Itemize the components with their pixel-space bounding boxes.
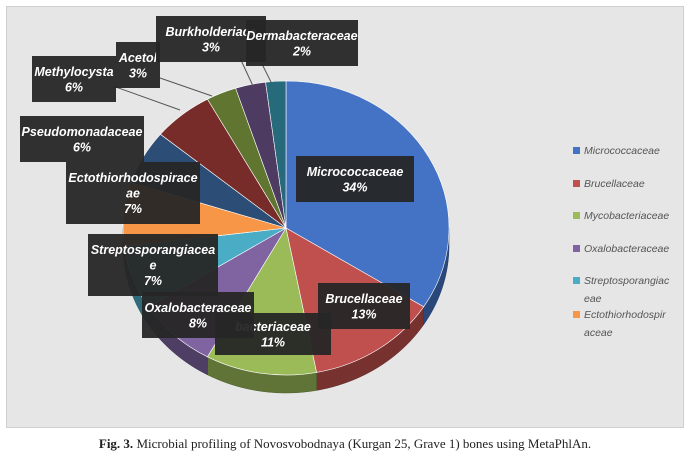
legend-label-brucellaceae: Brucellaceae xyxy=(584,178,645,190)
legend-label-ectothiorhodospiraceae: aceae xyxy=(584,327,613,339)
data-label-value-acetobacteraceae: 3% xyxy=(129,66,147,80)
data-label-value-methylocystaceae: 6% xyxy=(65,80,83,94)
data-label-value-burkholderiaceae: 3% xyxy=(202,40,220,54)
data-label-name-pseudomonadaceae: Pseudomonadaceae xyxy=(22,125,143,139)
data-label-box-brucellaceae xyxy=(318,283,410,329)
data-label-name-mycobacteriaceae: bacteriaceae xyxy=(235,320,311,334)
leader-line-acetobacteraceae xyxy=(159,77,213,97)
data-label-value-micrococcaceae: 34% xyxy=(342,180,367,194)
data-label-name-methylocystaceae: Methylocysta xyxy=(34,65,113,79)
data-label-name-brucellaceae: Brucellaceae xyxy=(325,292,402,306)
leader-line-dermabacteraceae xyxy=(261,63,273,85)
data-label-box-methylocystaceae xyxy=(32,56,116,102)
data-label-name-streptosporangiaceae: e xyxy=(150,259,157,273)
legend-label-mycobacteriaceae: Mycobacteriaceae xyxy=(584,210,669,222)
legend-label-micrococcaceae: Micrococcaceae xyxy=(584,145,660,157)
pie-slice-dermabacteraceae xyxy=(265,80,287,229)
legend-swatch-streptosporangiaceae xyxy=(573,277,580,284)
leader-line-methylocystaceae xyxy=(112,85,181,111)
data-label-box-acetobacteraceae xyxy=(116,42,160,88)
data-label-name-acetobacteraceae: Acetol xyxy=(118,51,158,65)
data-label-box-streptosporangiaceae xyxy=(88,234,218,296)
caption-label: Fig. 3. xyxy=(98,436,134,451)
legend-swatch-brucellaceae xyxy=(573,180,580,187)
legend-swatch-mycobacteriaceae xyxy=(573,212,580,219)
data-label-name-burkholderiaceae: Burkholderiace xyxy=(165,25,256,39)
data-label-value-ectothiorhodospiraceae: 7% xyxy=(124,202,142,216)
legend-label-oxalobacteraceae: Oxalobacteraceae xyxy=(584,243,669,255)
data-label-value-pseudomonadaceae: 6% xyxy=(73,140,91,154)
pie-chart: Micrococcaceae34%Brucellaceae13%bacteria… xyxy=(20,16,670,394)
data-label-value-dermabacteraceae: 2% xyxy=(292,44,311,58)
data-label-name-ectothiorhodospiraceae: ae xyxy=(126,187,140,201)
data-label-box-oxalobacteraceae xyxy=(142,292,254,338)
data-label-value-oxalobacteraceae: 8% xyxy=(189,316,207,330)
data-label-name-micrococcaceae: Micrococcaceae xyxy=(307,165,404,179)
data-label-name-oxalobacteraceae: Oxalobacteraceae xyxy=(144,301,251,315)
figure-caption: Fig. 3. Microbial profiling of Novosvobo… xyxy=(0,436,690,452)
legend-label-ectothiorhodospiraceae: Ectothiorhodospir xyxy=(584,309,666,321)
data-label-box-micrococcaceae xyxy=(296,156,414,202)
data-label-value-mycobacteriaceae: 11% xyxy=(261,335,285,349)
data-label-name-ectothiorhodospiraceae: Ectothiorhodospirace xyxy=(68,171,197,185)
caption-text: Microbial profiling of Novosvobodnaya (K… xyxy=(136,436,592,451)
data-label-name-dermabacteraceae: Dermabacteraceae xyxy=(246,29,357,43)
data-label-box-pseudomonadaceae xyxy=(20,116,144,162)
data-label-value-streptosporangiaceae: 7% xyxy=(144,274,162,288)
legend-swatch-micrococcaceae xyxy=(573,147,580,154)
data-label-name-streptosporangiaceae: Streptosporangiacea xyxy=(91,243,215,257)
legend-label-streptosporangiaceae: eae xyxy=(584,293,602,305)
leader-line-burkholderiaceae xyxy=(239,57,254,87)
data-label-box-ectothiorhodospiraceae xyxy=(66,162,200,224)
data-label-box-dermabacteraceae xyxy=(246,20,358,66)
legend-swatch-ectothiorhodospiraceae xyxy=(573,311,580,318)
legend: Micrococcaceae Brucellaceae Mycobacteriace… xyxy=(573,145,670,339)
legend-swatch-oxalobacteraceae xyxy=(573,245,580,252)
data-label-value-brucellaceae: 13% xyxy=(351,307,376,321)
legend-label-streptosporangiaceae: Streptosporangiac xyxy=(584,275,670,287)
